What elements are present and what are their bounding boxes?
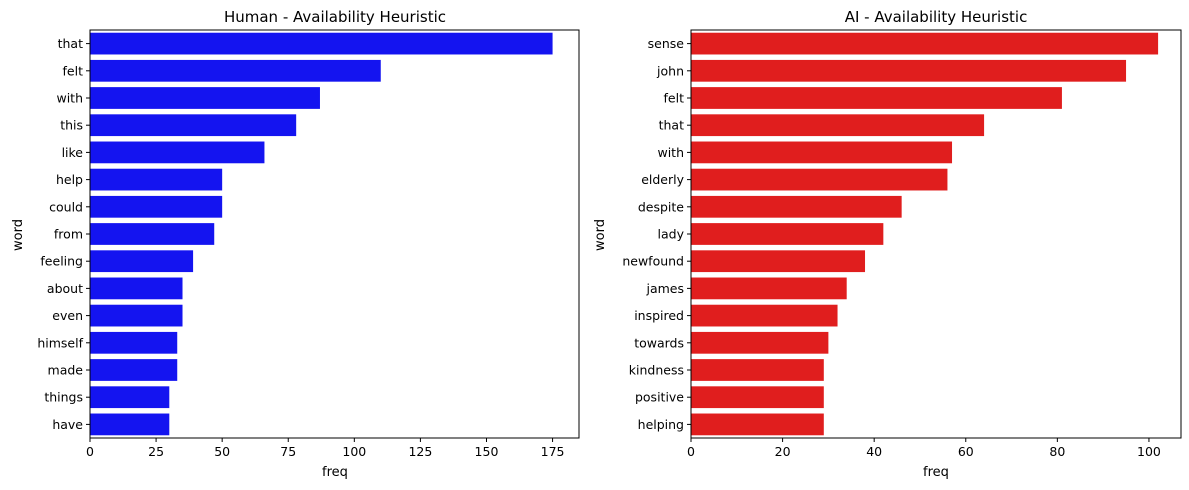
x-tick-label: 40 — [866, 444, 882, 459]
x-tick-label: 50 — [214, 444, 230, 459]
x-tick-label: 25 — [148, 444, 164, 459]
bar — [90, 59, 381, 82]
bar — [90, 195, 223, 218]
bar — [691, 59, 1127, 82]
y-tick-label: help — [56, 172, 83, 187]
x-tick-label: 175 — [541, 444, 565, 459]
y-tick-label: about — [47, 281, 83, 296]
x-tick-label: 0 — [687, 444, 695, 459]
bar — [90, 331, 178, 354]
bar — [90, 386, 170, 409]
bar — [90, 359, 178, 381]
bar — [90, 168, 223, 191]
bar — [691, 195, 902, 218]
x-axis-label: freq — [322, 465, 348, 480]
y-tick-label: made — [48, 363, 84, 378]
y-tick-label: from — [54, 227, 83, 242]
bar — [90, 413, 170, 436]
x-tick-label: 0 — [86, 444, 94, 459]
y-tick-label: despite — [638, 199, 684, 214]
y-tick-label: inspired — [634, 308, 684, 323]
y-tick-label: james — [645, 281, 684, 296]
bar — [691, 277, 847, 300]
bar — [90, 114, 297, 137]
y-tick-label: feeling — [40, 254, 83, 269]
y-tick-label: newfound — [622, 254, 684, 269]
x-tick-label: 80 — [1049, 444, 1065, 459]
bar — [691, 168, 948, 191]
bar — [90, 304, 183, 327]
y-tick-label: could — [49, 199, 83, 214]
chart-title: AI - Availability Heuristic — [845, 8, 1028, 26]
bar — [90, 32, 553, 55]
x-tick-label: 150 — [475, 444, 499, 459]
x-tick-label: 20 — [775, 444, 791, 459]
bar — [691, 331, 829, 354]
bar — [90, 141, 265, 164]
bar — [90, 87, 320, 109]
y-tick-label: that — [659, 118, 684, 133]
bar — [691, 32, 1159, 55]
ai-chart: AI - Availability Heuristic freq word se… — [593, 8, 1182, 480]
chart-title: Human - Availability Heuristic — [224, 8, 446, 26]
x-tick-label: 100 — [342, 444, 366, 459]
bar — [90, 250, 194, 273]
bar — [691, 386, 824, 409]
bar — [691, 223, 884, 245]
x-tick-label: 125 — [408, 444, 432, 459]
y-tick-label: felt — [664, 91, 685, 106]
y-tick-label: helping — [638, 417, 684, 432]
bar — [691, 413, 824, 436]
bar — [90, 277, 183, 300]
y-tick-label: like — [62, 145, 84, 160]
bar — [691, 359, 824, 381]
plot-area: sense john felt that with elderly despite lady n… — [622, 29, 1182, 459]
y-axis-label: word — [11, 219, 26, 251]
y-tick-label: felt — [63, 63, 84, 78]
y-tick-label: with — [56, 91, 83, 106]
y-tick-label: have — [52, 417, 83, 432]
y-tick-label: towards — [634, 335, 684, 350]
y-tick-label: that — [58, 36, 83, 51]
y-tick-label: this — [60, 118, 83, 133]
y-tick-label: john — [656, 63, 684, 78]
y-tick-label: even — [52, 308, 83, 323]
y-tick-label: kindness — [629, 363, 684, 378]
x-axis-label: freq — [923, 465, 949, 480]
plot-area: that felt with this like help could from feeling… — [37, 29, 580, 459]
y-tick-label: positive — [635, 390, 684, 405]
bar — [691, 141, 953, 164]
x-tick-label: 60 — [958, 444, 974, 459]
y-tick-label: things — [44, 390, 83, 405]
plot-frame — [89, 29, 580, 439]
x-tick-label: 75 — [280, 444, 296, 459]
y-axis-label: word — [593, 219, 608, 251]
y-tick-label: elderly — [641, 172, 684, 187]
bar — [691, 250, 866, 273]
x-tick-label: 100 — [1137, 444, 1161, 459]
bar — [691, 114, 985, 137]
y-tick-label: lady — [658, 227, 685, 242]
y-tick-label: with — [657, 145, 684, 160]
bar — [691, 304, 838, 327]
y-tick-label: sense — [648, 36, 685, 51]
plot-frame — [690, 29, 1182, 439]
y-tick-label: himself — [37, 335, 83, 350]
human-chart: Human - Availability Heuristic freq word… — [11, 8, 580, 480]
bar — [691, 87, 1062, 109]
bar — [90, 223, 215, 245]
